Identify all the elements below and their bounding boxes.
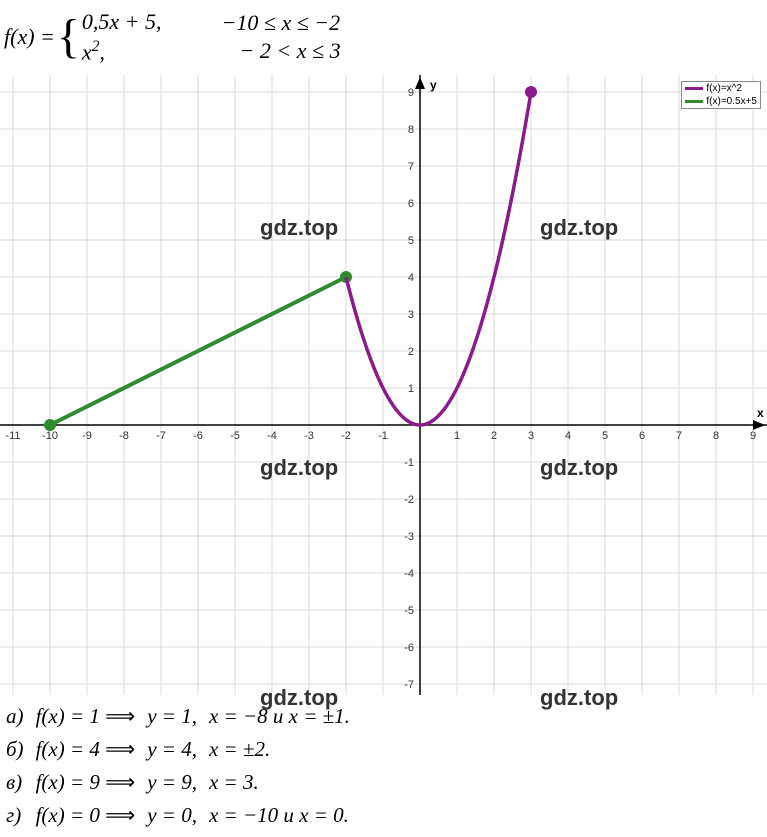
svg-text:5: 5 bbox=[602, 430, 608, 442]
answer-row: г)f(x) = 0 ⟹y = 0,x = −10 и x = 0. bbox=[6, 800, 360, 831]
svg-text:-7: -7 bbox=[156, 430, 166, 442]
svg-text:8: 8 bbox=[713, 430, 719, 442]
answer-expr: f(x) = 4 ⟹ bbox=[36, 734, 146, 765]
answer-x: x = 3. bbox=[209, 767, 360, 798]
legend-label-2: f(x)=0.5x+5 bbox=[706, 96, 757, 107]
svg-text:4: 4 bbox=[408, 272, 414, 284]
svg-text:-1: -1 bbox=[404, 457, 414, 469]
chart-legend: f(x)=x^2 f(x)=0.5x+5 bbox=[681, 81, 761, 109]
legend-swatch-2 bbox=[685, 100, 703, 103]
svg-text:3: 3 bbox=[528, 430, 534, 442]
legend-row-1: f(x)=x^2 bbox=[682, 82, 760, 95]
answer-row: б)f(x) = 4 ⟹y = 4,x = ±2. bbox=[6, 734, 360, 765]
answer-tag: а) bbox=[6, 701, 34, 732]
svg-text:-11: -11 bbox=[5, 430, 20, 442]
answer-tag: в) bbox=[6, 767, 34, 798]
svg-text:-4: -4 bbox=[267, 430, 277, 442]
legend-label-1: f(x)=x^2 bbox=[706, 83, 742, 94]
svg-text:8: 8 bbox=[408, 124, 414, 136]
formula-lhs: f(x) = bbox=[4, 24, 55, 50]
answer-tag: г) bbox=[6, 800, 34, 831]
svg-text:5: 5 bbox=[408, 235, 414, 247]
svg-text:-5: -5 bbox=[404, 605, 414, 617]
answer-expr: f(x) = 0 ⟹ bbox=[36, 800, 146, 831]
svg-text:2: 2 bbox=[491, 430, 497, 442]
formula-piece-1: 0,5x + 5, bbox=[82, 8, 162, 37]
svg-text:4: 4 bbox=[565, 430, 571, 442]
legend-row-2: f(x)=0.5x+5 bbox=[682, 95, 760, 108]
answer-expr: f(x) = 1 ⟹ bbox=[36, 701, 146, 732]
answers-table: а)f(x) = 1 ⟹y = 1,x = −8 и x = ±1.б)f(x)… bbox=[0, 695, 366, 837]
svg-text:-2: -2 bbox=[404, 494, 414, 506]
answer-row: а)f(x) = 1 ⟹y = 1,x = −8 и x = ±1. bbox=[6, 701, 360, 732]
chart-svg: -11-10-9-8-7-6-5-4-3-2-1123456789-9-8-7-… bbox=[0, 75, 767, 695]
svg-text:-4: -4 bbox=[404, 568, 414, 580]
svg-text:6: 6 bbox=[408, 198, 414, 210]
answer-x: x = −10 и x = 0. bbox=[209, 800, 360, 831]
svg-text:3: 3 bbox=[408, 309, 414, 321]
svg-text:-5: -5 bbox=[230, 430, 240, 442]
answer-y: y = 0, bbox=[147, 800, 207, 831]
formula-domains: −10 ≤ x ≤ −2 − 2 < x ≤ 3 bbox=[222, 9, 341, 66]
formula-domain-1: −10 ≤ x ≤ −2 bbox=[222, 9, 341, 38]
svg-text:-3: -3 bbox=[404, 531, 414, 543]
svg-text:-2: -2 bbox=[341, 430, 351, 442]
answer-y: y = 9, bbox=[147, 767, 207, 798]
svg-text:-9: -9 bbox=[82, 430, 92, 442]
chart-area: -11-10-9-8-7-6-5-4-3-2-1123456789-9-8-7-… bbox=[0, 75, 767, 695]
svg-text:x: x bbox=[757, 406, 764, 420]
answer-y: y = 4, bbox=[147, 734, 207, 765]
svg-text:-6: -6 bbox=[193, 430, 203, 442]
svg-text:6: 6 bbox=[639, 430, 645, 442]
svg-text:-1: -1 bbox=[378, 430, 388, 442]
svg-text:9: 9 bbox=[408, 87, 414, 99]
legend-swatch-1 bbox=[685, 87, 703, 90]
svg-text:-7: -7 bbox=[404, 679, 414, 691]
svg-text:1: 1 bbox=[408, 383, 414, 395]
answer-tag: б) bbox=[6, 734, 34, 765]
svg-text:7: 7 bbox=[676, 430, 682, 442]
brace-symbol: { bbox=[57, 18, 80, 56]
formula-piece-2: x2, bbox=[82, 37, 162, 67]
svg-text:-6: -6 bbox=[404, 642, 414, 654]
answer-row: в)f(x) = 9 ⟹y = 9,x = 3. bbox=[6, 767, 360, 798]
piecewise-formula: f(x) = { 0,5x + 5, x2, −10 ≤ x ≤ −2 − 2 … bbox=[0, 0, 767, 75]
formula-domain-2: − 2 < x ≤ 3 bbox=[222, 37, 341, 66]
svg-text:-3: -3 bbox=[304, 430, 314, 442]
formula-pieces: 0,5x + 5, x2, bbox=[82, 8, 162, 67]
svg-text:-10: -10 bbox=[42, 430, 58, 442]
answer-x: x = −8 и x = ±1. bbox=[209, 701, 360, 732]
svg-text:-8: -8 bbox=[119, 430, 129, 442]
answer-x: x = ±2. bbox=[209, 734, 360, 765]
svg-text:1: 1 bbox=[454, 430, 460, 442]
answer-y: y = 1, bbox=[147, 701, 207, 732]
svg-text:9: 9 bbox=[750, 430, 756, 442]
answer-expr: f(x) = 9 ⟹ bbox=[36, 767, 146, 798]
svg-text:7: 7 bbox=[408, 161, 414, 173]
svg-text:y: y bbox=[430, 78, 437, 92]
svg-text:2: 2 bbox=[408, 346, 414, 358]
